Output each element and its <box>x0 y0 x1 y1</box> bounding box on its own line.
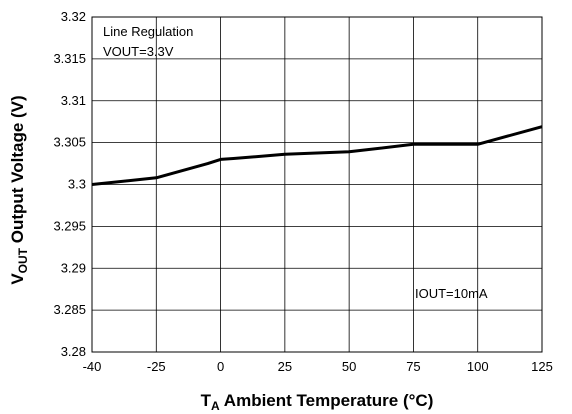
x-tick-label: 0 <box>217 359 224 374</box>
annotation-line-regulation: Line Regulation <box>103 24 193 39</box>
y-tick-label: 3.32 <box>61 9 86 24</box>
y-tick-label: 3.285 <box>53 302 86 317</box>
series-layer <box>91 125 543 186</box>
y-axis-title-subscript: OUT <box>16 247 30 273</box>
x-tick-label: 125 <box>531 359 553 374</box>
x-tick-label: -40 <box>83 359 102 374</box>
tick-labels: -40 -25 0 25 50 75 100 125 3.28 3.285 3.29 3.295 3.3… <box>53 9 552 374</box>
y-axis-title-text: Output Voltage (V) <box>8 95 27 248</box>
x-tick-label: -25 <box>147 359 166 374</box>
x-axis-title: TA Ambient Temperature (°C) <box>201 391 434 413</box>
y-tick-label: 3.305 <box>53 135 86 150</box>
x-tick-label: 50 <box>342 359 356 374</box>
series-line <box>91 125 543 186</box>
annotation-iout: IOUT=10mA <box>415 286 488 301</box>
annotation-vout: VOUT=3.3V <box>103 44 174 59</box>
y-tick-label: 3.315 <box>53 51 86 66</box>
x-axis-title-text: Ambient Temperature (°C) <box>220 391 434 410</box>
y-tick-label: 3.28 <box>61 344 86 359</box>
x-axis-title-symbol: T <box>201 391 212 410</box>
x-axis-title-subscript: A <box>211 399 220 413</box>
x-tick-label: 75 <box>406 359 420 374</box>
grid-lines <box>91 16 543 353</box>
x-tick-label: 25 <box>278 359 292 374</box>
y-axis-title-symbol: V <box>8 273 27 285</box>
x-tick-label: 100 <box>467 359 489 374</box>
y-tick-label: 3.295 <box>53 218 86 233</box>
y-axis-title: VOUT Output Voltage (V) <box>8 95 30 284</box>
y-tick-label: 3.31 <box>61 93 86 108</box>
y-tick-label: 3.29 <box>61 260 86 275</box>
y-tick-label: 3.3 <box>68 177 86 192</box>
